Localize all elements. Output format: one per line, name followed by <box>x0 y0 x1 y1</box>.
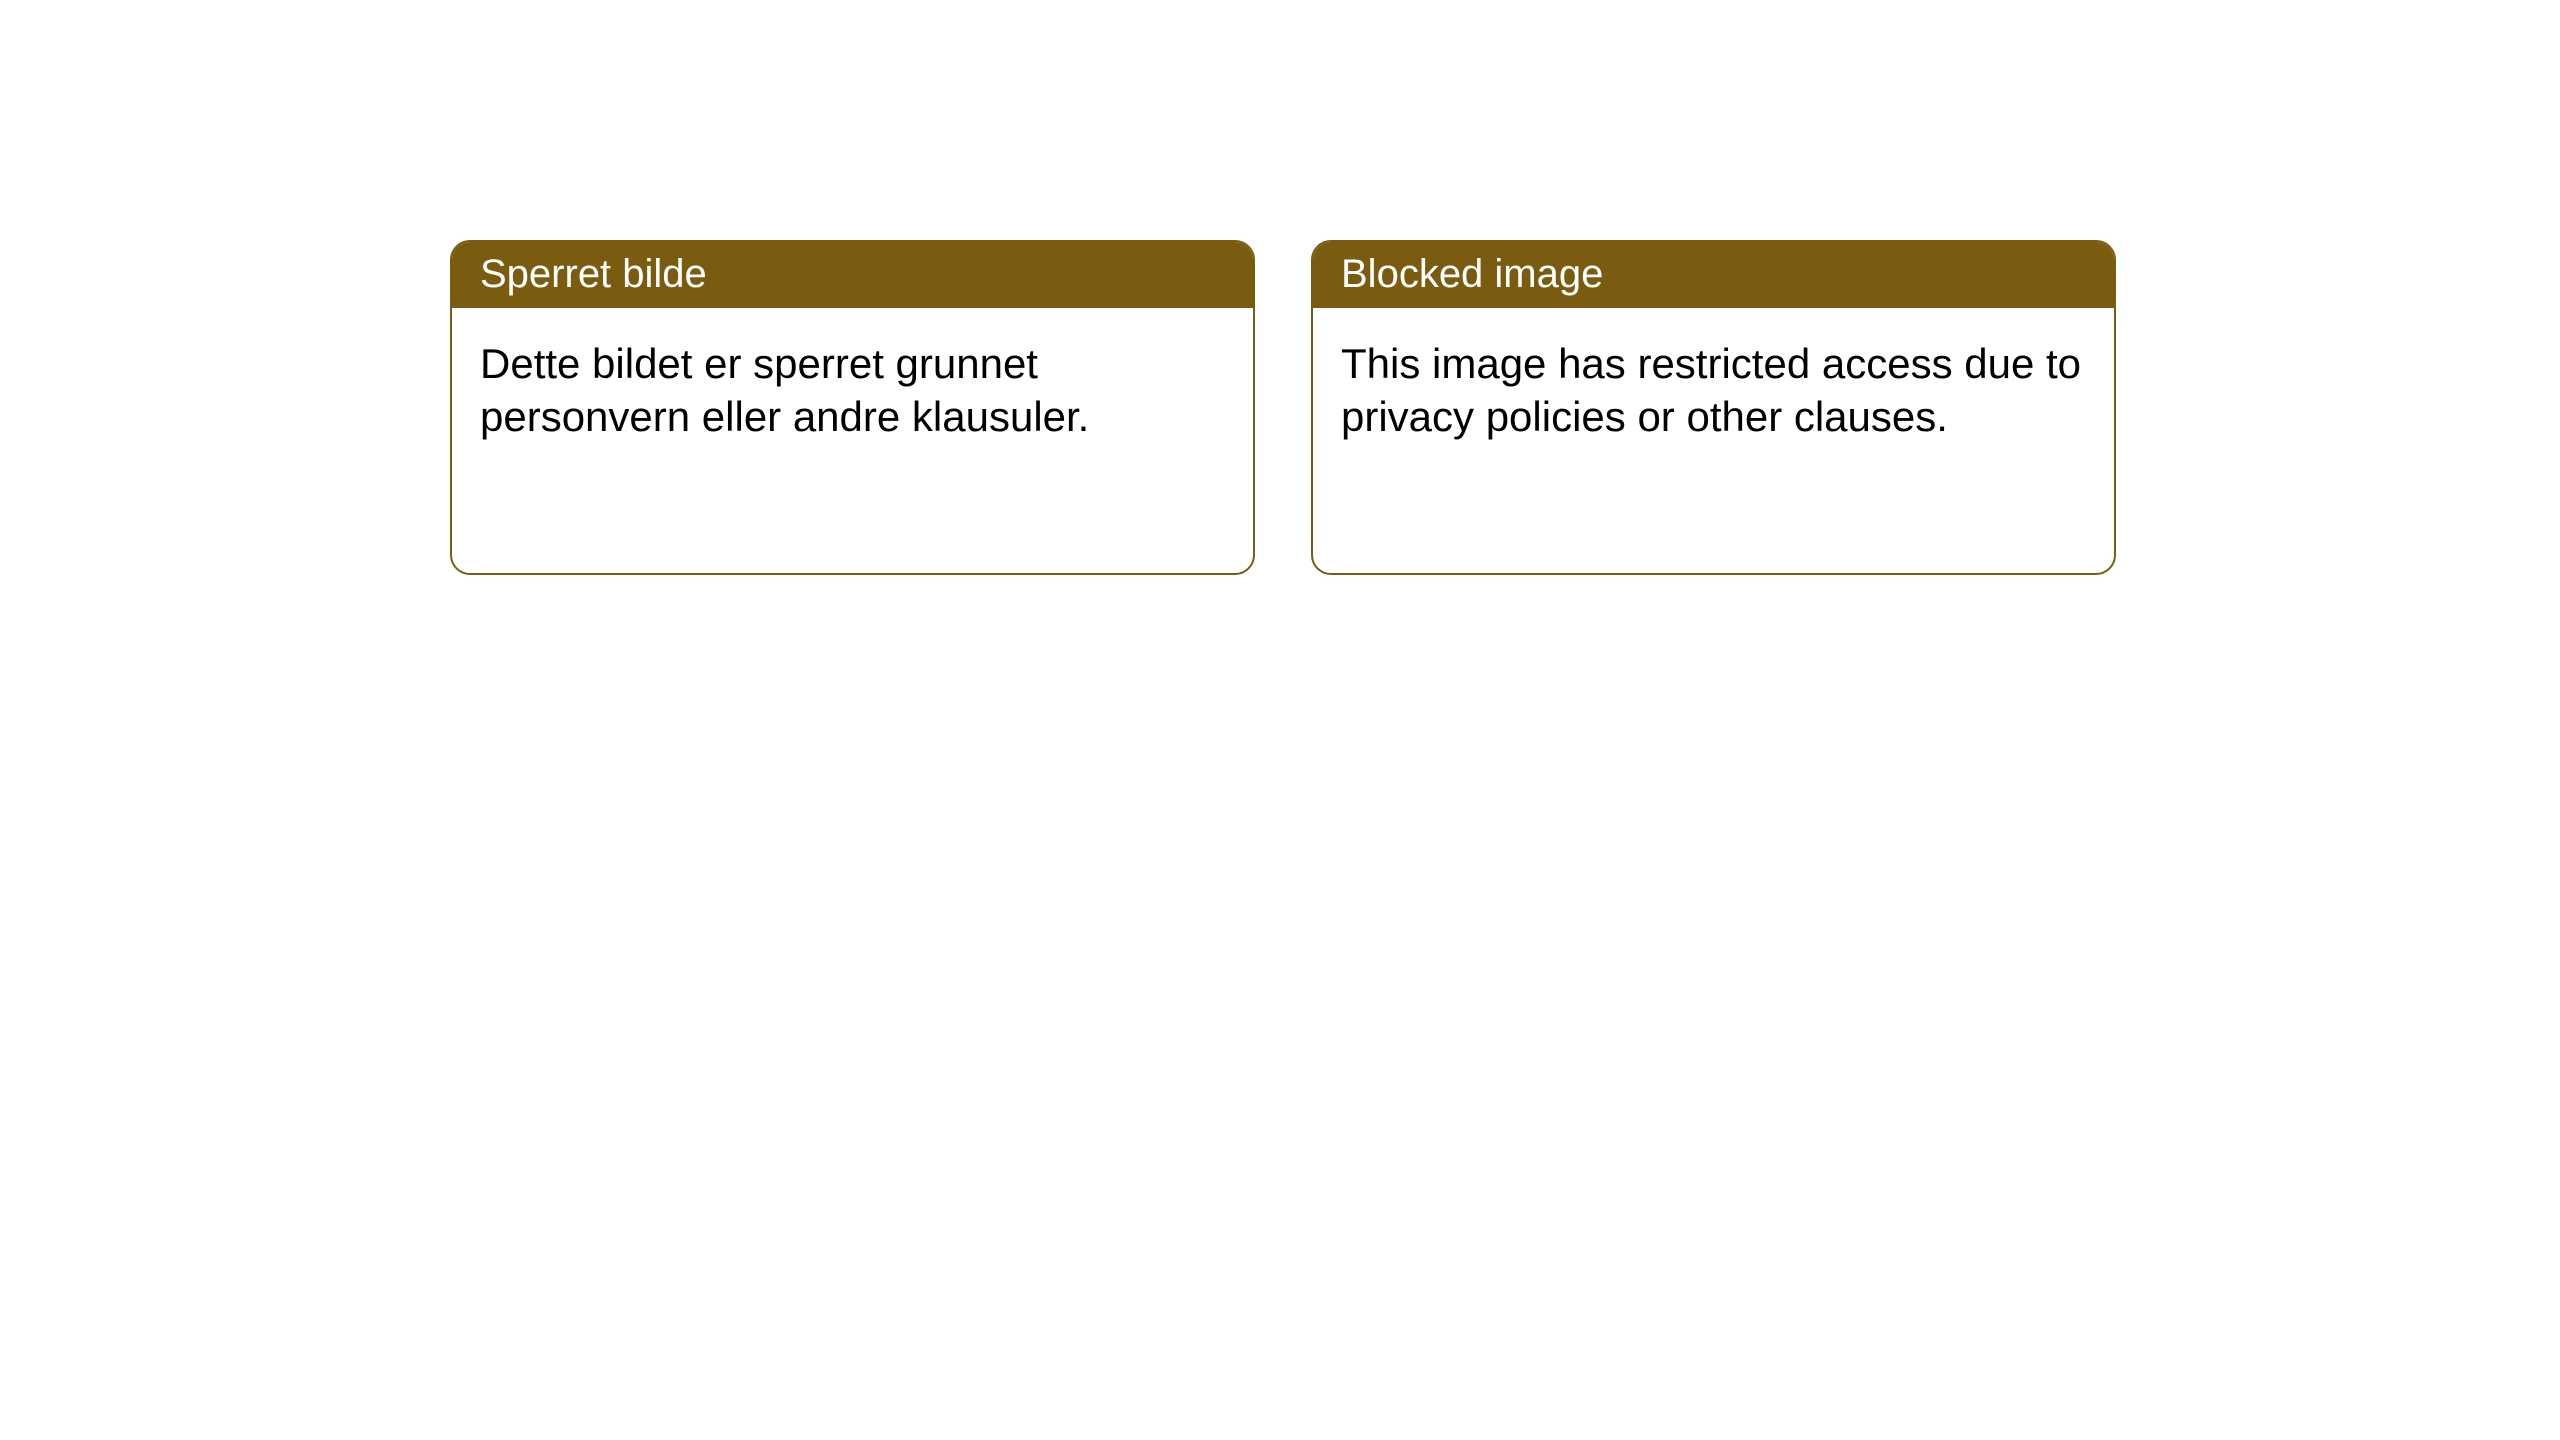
notice-title-no: Sperret bilde <box>452 242 1253 308</box>
notice-container: Sperret bilde Dette bildet er sperret gr… <box>450 240 2116 575</box>
notice-body-en: This image has restricted access due to … <box>1313 308 2114 473</box>
notice-card-en: Blocked image This image has restricted … <box>1311 240 2116 575</box>
notice-body-no: Dette bildet er sperret grunnet personve… <box>452 308 1253 473</box>
notice-title-en: Blocked image <box>1313 242 2114 308</box>
notice-card-no: Sperret bilde Dette bildet er sperret gr… <box>450 240 1255 575</box>
